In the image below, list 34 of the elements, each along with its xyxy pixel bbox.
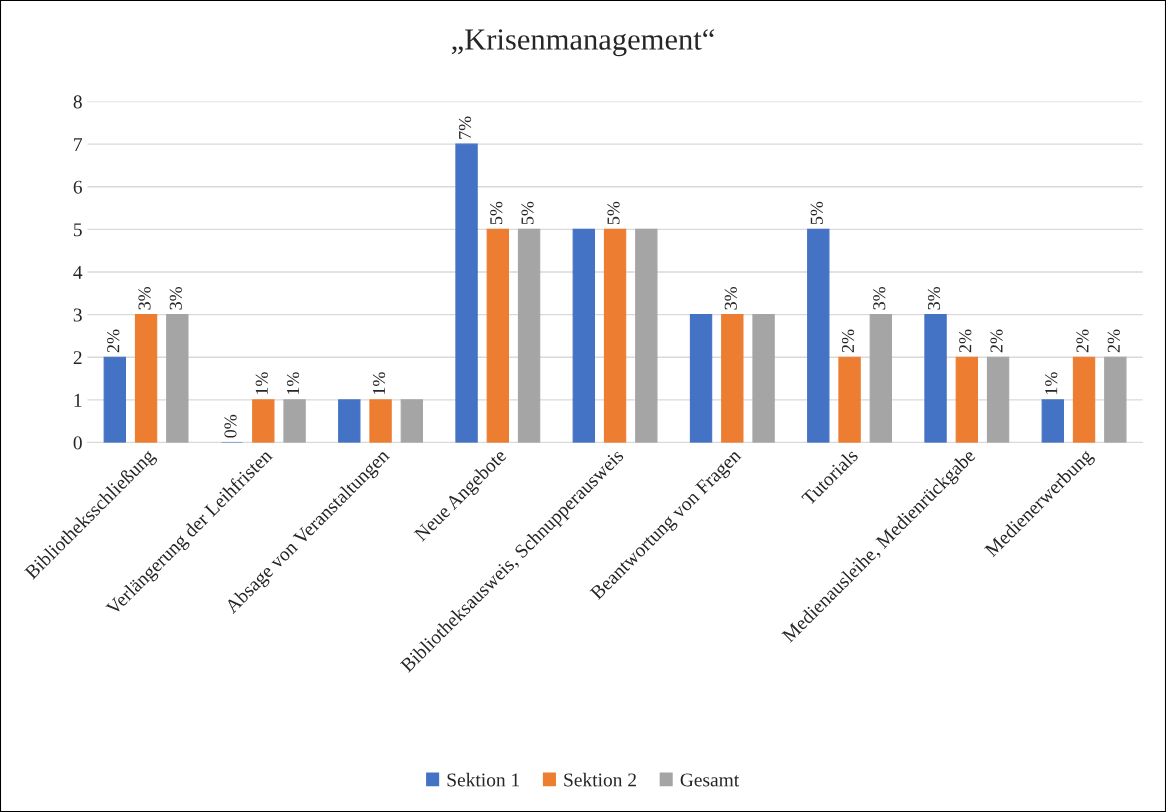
data-label: 5% (810, 201, 823, 225)
data-label: 3% (873, 286, 886, 310)
data-label: 7% (458, 116, 472, 139)
data-label: 3% (169, 286, 182, 310)
y-tick-label: 7 (74, 138, 83, 151)
y-tick-label: 4 (73, 265, 83, 279)
data-label: 5% (521, 201, 534, 225)
data-label: 2% (841, 329, 855, 353)
data-label: 1% (1045, 372, 1058, 395)
legend-label: Gesamt (680, 773, 740, 787)
data-label: 5% (490, 201, 503, 225)
data-label: 3% (927, 286, 941, 310)
data-label: 2% (990, 329, 1003, 353)
data-label: 2% (1107, 329, 1120, 353)
y-tick-label: 3 (73, 308, 82, 322)
y-tick-label: 8 (73, 95, 82, 109)
y-tick-label: 0 (73, 436, 82, 450)
y-tick-label: 1 (74, 393, 82, 407)
y-tick-label: 2 (73, 351, 82, 365)
y-tick-label: 5 (74, 223, 82, 237)
data-label: 1% (255, 372, 268, 395)
data-label: 2% (1076, 329, 1089, 353)
data-label: 5% (607, 201, 620, 225)
y-tick-label: 6 (73, 180, 83, 194)
legend-label: Sektion 1 (447, 772, 520, 787)
legend-label: Sektion 2 (564, 772, 636, 787)
data-label: 1% (286, 372, 300, 395)
data-label: 1% (372, 372, 386, 395)
data-label: 2% (959, 329, 972, 353)
data-label: 0% (224, 414, 237, 438)
chart-title: „Krisenmanagement“ (451, 29, 715, 57)
data-label: 3% (138, 286, 151, 310)
data-label: 2% (107, 329, 120, 353)
data-label: 3% (724, 286, 737, 310)
